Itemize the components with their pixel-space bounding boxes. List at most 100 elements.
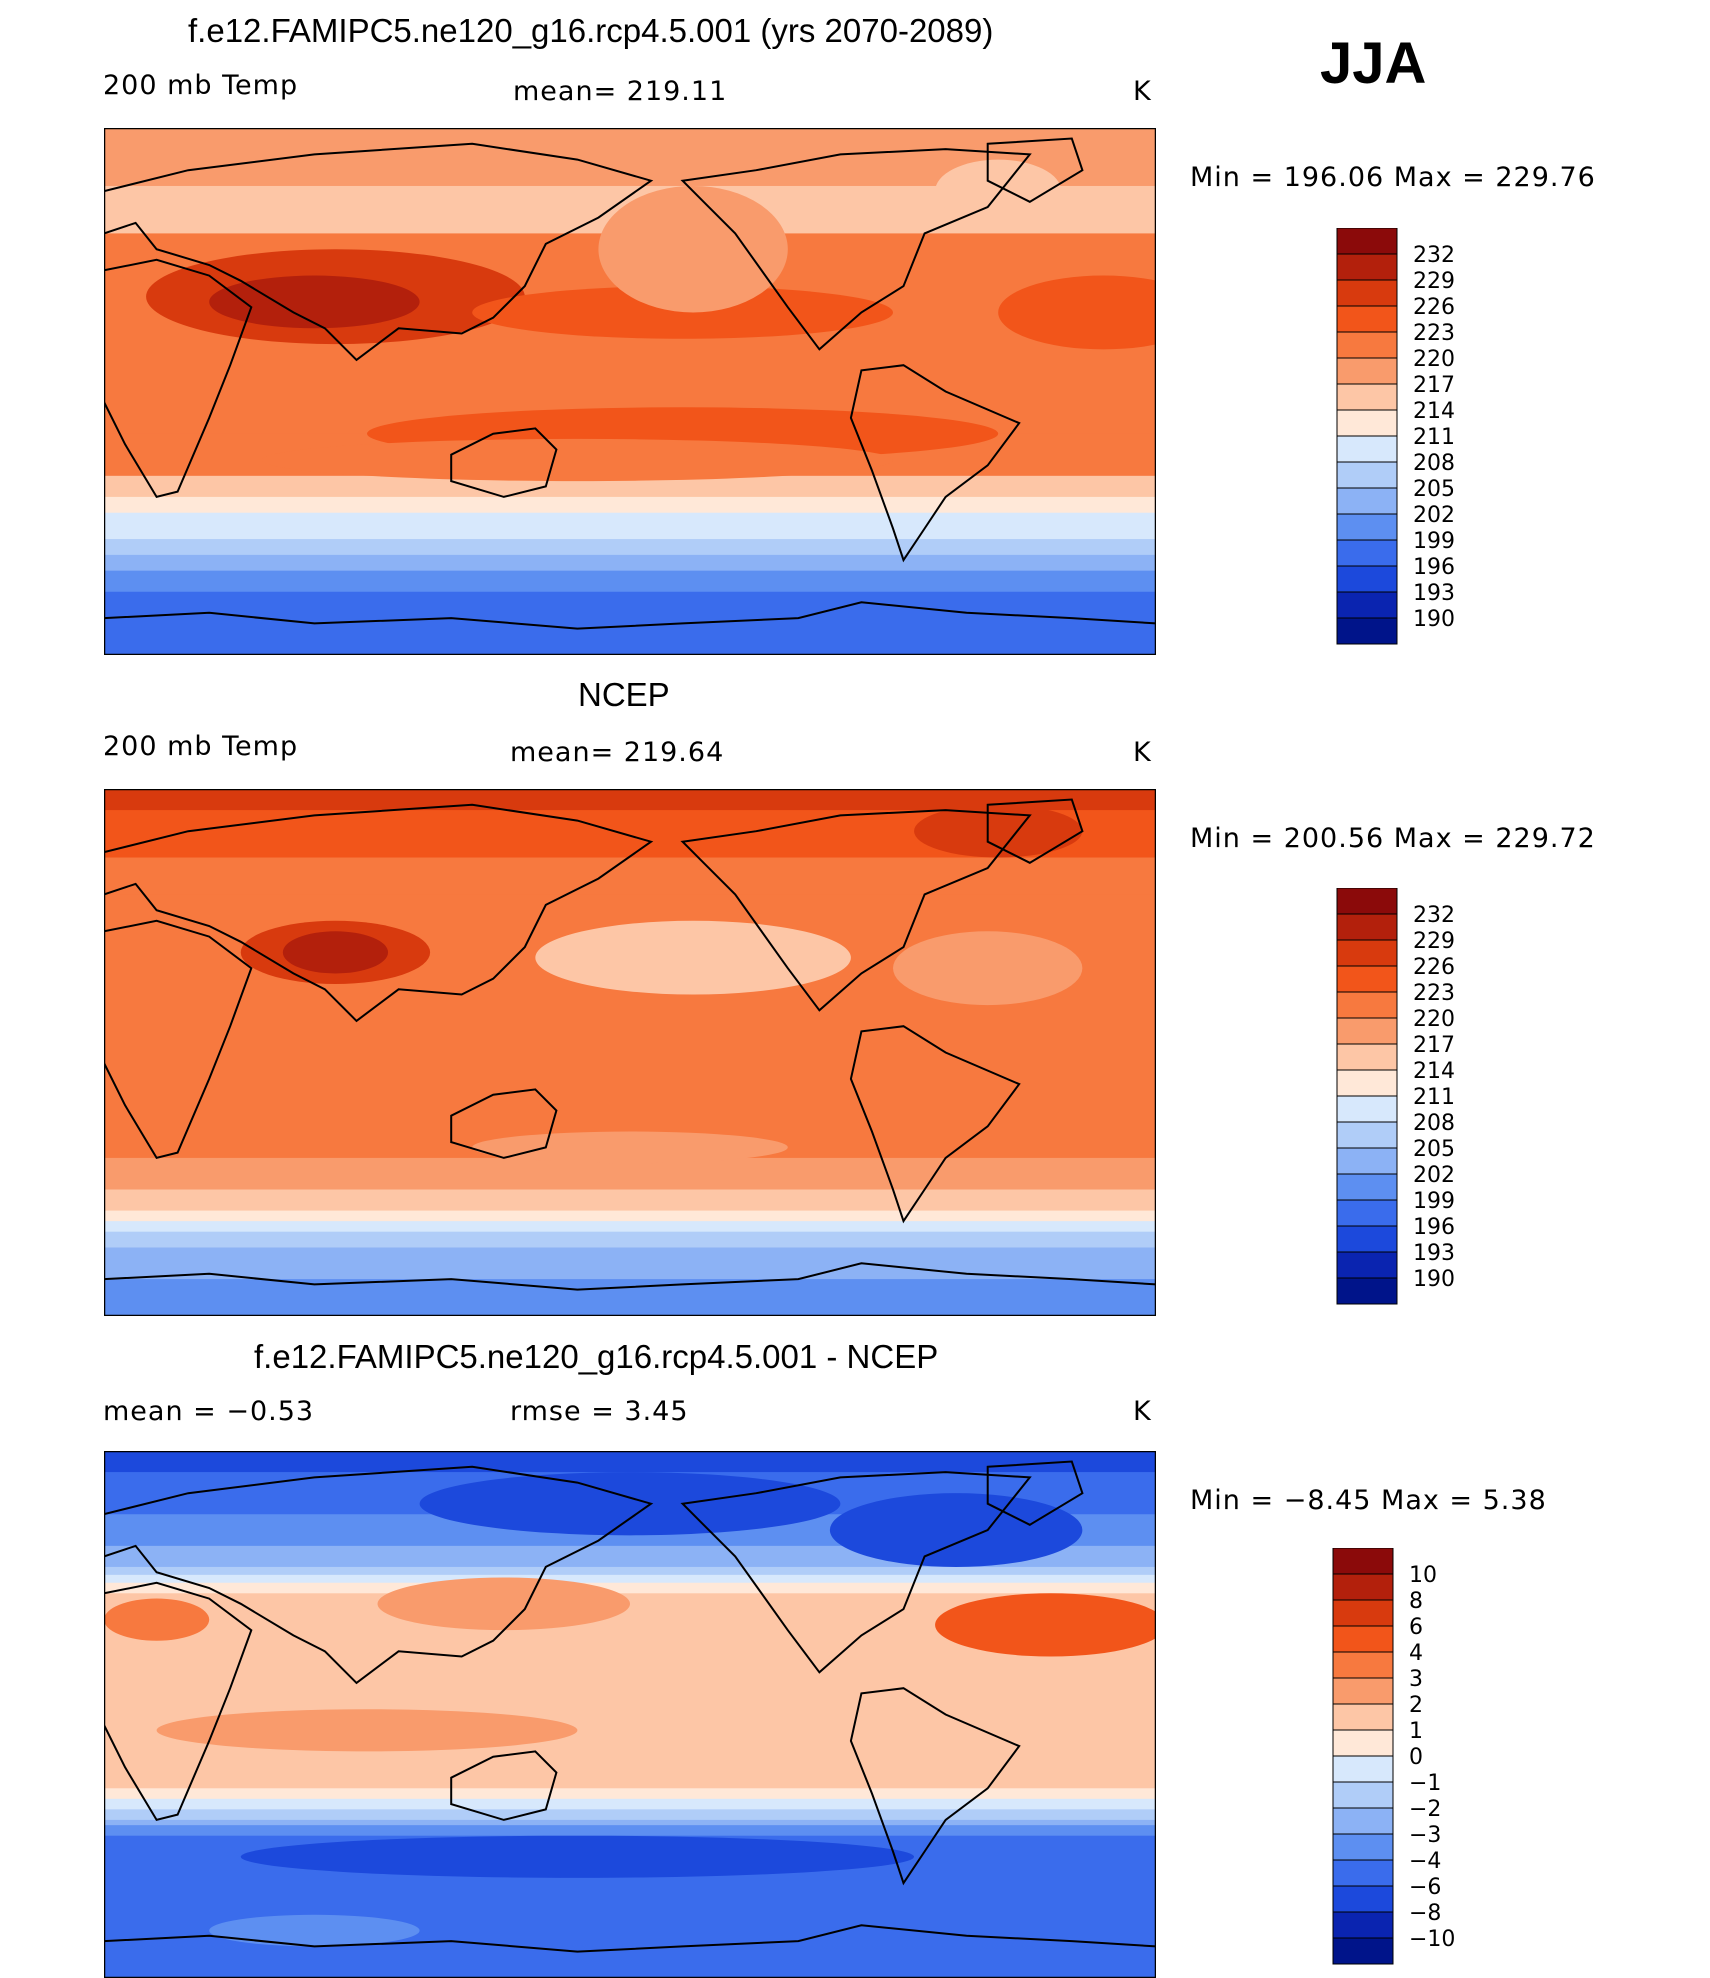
colorbar-cell [1332, 1599, 1394, 1627]
colorbar-cell [1332, 1781, 1394, 1809]
colorbar-tick-label: 202 [1413, 1163, 1455, 1188]
colorbar-tick-label: 232 [1413, 243, 1455, 268]
coastline [986, 798, 1084, 864]
colorbar-tick-label: 1 [1409, 1719, 1423, 1744]
colorbar-cell [1336, 939, 1398, 967]
colorbar-tick-label: 226 [1413, 955, 1455, 980]
colorbar-cell [1336, 513, 1398, 541]
coastline [849, 1687, 1021, 1886]
panel-2-minmax: Min = 200.56 Max = 229.72 [1190, 823, 1596, 854]
contour-region [998, 275, 1156, 350]
colorbar-cell [1336, 357, 1398, 385]
colorbar-cell [1336, 435, 1398, 463]
coastline [104, 601, 1156, 630]
panel-3-map [104, 1451, 1156, 1978]
panel-2-title: NCEP [578, 676, 670, 713]
colorbar-cell [1336, 279, 1398, 307]
panel-3-rmse-label: rmse = 3.45 [510, 1396, 689, 1427]
colorbar-cell [1332, 1651, 1394, 1679]
panel-1-title: f.e12.FAMIPC5.ne120_g16.rcp4.5.001 (yrs … [188, 12, 994, 49]
contour-band [104, 1574, 1156, 1584]
contour-band [104, 1231, 1156, 1249]
contour-band [104, 1809, 1156, 1821]
colorbar-cell [1332, 1548, 1394, 1575]
colorbar-tick-label: 226 [1413, 295, 1455, 320]
coastline [680, 148, 1032, 351]
contour-band [104, 1798, 1156, 1811]
colorbar-tick-label: 193 [1413, 1241, 1455, 1266]
colorbar-cell [1336, 1121, 1398, 1149]
colorbar-cell [1336, 1199, 1398, 1227]
colorbar-cell [1336, 1251, 1398, 1279]
colorbar-tick-label: 223 [1413, 321, 1455, 346]
coastline [680, 1471, 1032, 1674]
colorbar-cell [1332, 1911, 1394, 1939]
panel-3-mean-label: mean = −0.53 [103, 1396, 315, 1427]
season-label: JJA [1320, 31, 1427, 96]
contour-region [240, 1835, 915, 1878]
colorbar-cell [1336, 991, 1398, 1019]
colorbar-cell [1336, 617, 1398, 645]
contour-region [893, 931, 1083, 1006]
contour-band [104, 1582, 1156, 1595]
contour-band [104, 1210, 1156, 1223]
contour-band [104, 1825, 1156, 1837]
contour-region [472, 1131, 788, 1164]
contour-band [104, 1819, 1156, 1827]
colorbar-cell [1332, 1859, 1394, 1887]
coastline [104, 1581, 253, 1822]
coastline [450, 1088, 558, 1159]
colorbar-cell [1336, 487, 1398, 515]
colorbar-tick-label: 196 [1413, 1215, 1455, 1240]
coastline [104, 1924, 1156, 1953]
panel-1-map [104, 128, 1156, 655]
colorbar-tick-label: 232 [1413, 903, 1455, 928]
contour-region [282, 931, 389, 974]
colorbar-tick-label: −2 [1409, 1797, 1441, 1822]
panel-2-units-label: K [1133, 737, 1152, 768]
contour-band [104, 1189, 1156, 1212]
contour-band [104, 539, 1156, 556]
colorbar-cell [1336, 1017, 1398, 1045]
colorbar-tick-label: −10 [1409, 1927, 1455, 1952]
colorbar-cell [1336, 965, 1398, 993]
colorbar-cell [1332, 1703, 1394, 1731]
colorbar-cell [1332, 1937, 1394, 1965]
contour-region [935, 159, 1062, 223]
contour-band [104, 1788, 1156, 1800]
colorbar-cell [1336, 305, 1398, 333]
coastline [986, 1460, 1084, 1526]
colorbar-tick-label: 205 [1413, 477, 1455, 502]
contour-band [104, 496, 1156, 514]
colorbar-tick-label: 217 [1413, 1033, 1455, 1058]
colorbar-cell [1336, 888, 1398, 915]
panel-1-units-label: K [1133, 76, 1152, 107]
colorbar-cell [1336, 228, 1398, 255]
colorbar-tick-label: −6 [1409, 1875, 1441, 1900]
coastline [986, 137, 1084, 203]
contour-region [472, 286, 893, 339]
contour-region [209, 1914, 420, 1947]
colorbar-cell [1336, 461, 1398, 489]
coastline [104, 142, 654, 362]
contour-region [829, 1493, 1083, 1567]
contour-band [104, 591, 1156, 655]
world-coastline-icon [104, 137, 1156, 630]
colorbar-cell [1336, 1173, 1398, 1201]
colorbar-cell [1332, 1573, 1394, 1601]
contour-band [104, 1566, 1156, 1576]
contour-region [104, 1598, 210, 1641]
panel-1-colorbar: 2322292262232202172142112082052021991961… [1336, 228, 1455, 645]
colorbar-tick-label: 4 [1409, 1641, 1423, 1666]
colorbar-tick-label: 214 [1413, 1059, 1455, 1084]
world-coastline-icon [104, 798, 1156, 1291]
colorbar-cell [1332, 1677, 1394, 1705]
contour-region [377, 1577, 630, 1631]
panel-1-minmax: Min = 196.06 Max = 229.76 [1190, 162, 1596, 193]
panel-3-minmax: Min = −8.45 Max = 5.38 [1190, 1485, 1547, 1516]
world-coastline-icon [104, 1460, 1156, 1953]
colorbar-cell [1336, 1277, 1398, 1305]
colorbar-tick-label: 6 [1409, 1615, 1423, 1640]
colorbar-cell [1336, 591, 1398, 619]
